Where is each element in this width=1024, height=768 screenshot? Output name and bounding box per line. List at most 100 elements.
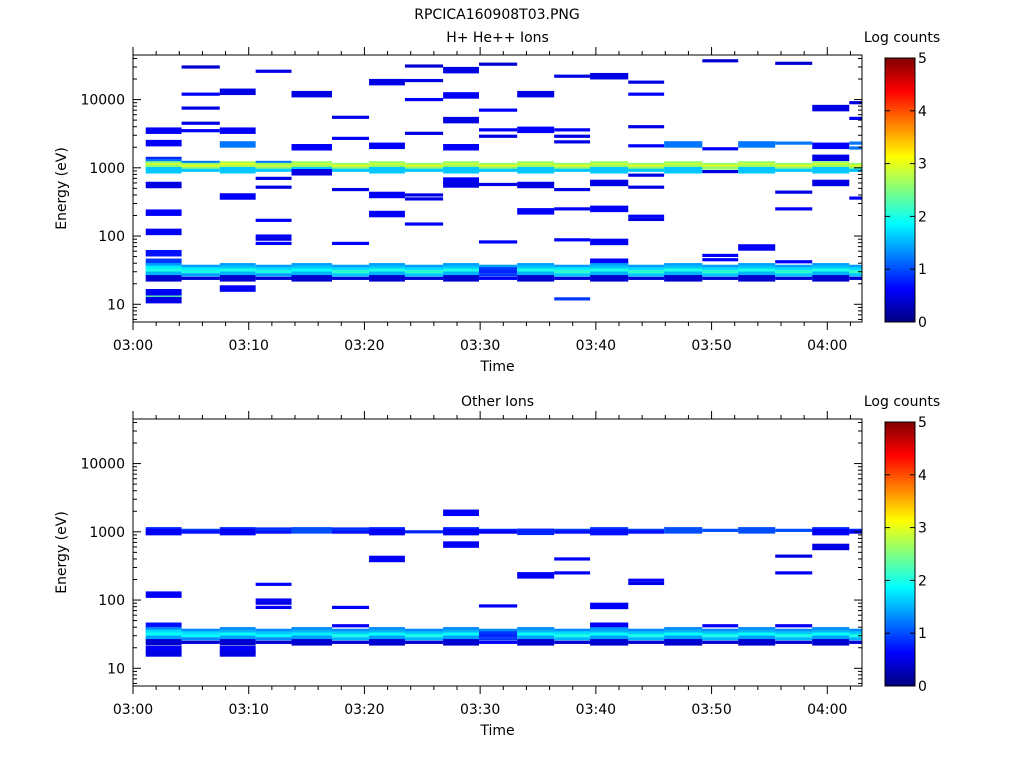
- spectrogram-cell: [369, 275, 405, 282]
- x-tick-label: 03:20: [344, 702, 384, 718]
- spectrogram-cell: [849, 637, 862, 641]
- plot-frame: [132, 54, 863, 323]
- spectrogram-cell: [255, 582, 292, 586]
- spectrogram-cell: [332, 276, 370, 280]
- spectrogram-cell: [443, 635, 479, 643]
- spectrogram-cell: [849, 162, 862, 167]
- spectrogram-cell: [443, 144, 479, 151]
- spectrogram-cell: [181, 92, 220, 96]
- spectrogram-cell: [628, 530, 665, 534]
- spectrogram-cell: [404, 631, 444, 635]
- spectrogram-cell: [590, 258, 629, 266]
- spectrogram-cell: [404, 97, 444, 102]
- spectrogram-cell: [590, 602, 629, 610]
- x-axis-label: Time: [479, 359, 514, 375]
- spectrogram-cell: [554, 530, 591, 534]
- spectrogram-cell: [628, 273, 665, 277]
- spectrogram-cell: [369, 78, 405, 86]
- spectrogram-cell: [255, 237, 292, 241]
- spectrogram-cell: [255, 166, 292, 170]
- spectrogram-cell: [628, 217, 665, 222]
- spectrogram-cell: [517, 639, 555, 646]
- spectrogram-cell: [478, 264, 518, 268]
- x-tick-label: 03:30: [460, 702, 500, 718]
- colorbar-tick-label: 2: [918, 573, 927, 589]
- spectrogram-cell: [332, 637, 370, 641]
- spectrogram-cell: [738, 167, 776, 174]
- spectrogram-cell: [145, 209, 182, 216]
- spectrogram-cell: [849, 141, 862, 145]
- spectrogram-cell: [443, 639, 479, 646]
- spectrogram-cell: [181, 528, 220, 532]
- spectrogram-cell: [849, 276, 862, 280]
- spectrogram-cell: [181, 631, 220, 635]
- colorbar-tick-label: 1: [918, 626, 927, 642]
- spectrogram-cell: [628, 528, 665, 532]
- colorbar-tick-label: 5: [918, 415, 927, 431]
- spectrogram-cell: [554, 634, 591, 638]
- panel-title: H+ He++ Ions: [446, 30, 549, 46]
- y-tick-label: 10: [107, 297, 125, 313]
- spectrogram-cell: [291, 90, 333, 98]
- spectrogram-cell: [219, 193, 256, 200]
- y-axis-label: Energy (eV): [54, 511, 70, 594]
- spectrogram-cell: [255, 176, 292, 180]
- colorbar-tick-label: 1: [918, 262, 927, 278]
- spectrogram-cell: [369, 142, 405, 150]
- spectrogram-cell: [702, 59, 739, 63]
- spectrogram-cell: [219, 650, 256, 657]
- spectrogram-cell: [219, 271, 256, 279]
- spectrogram-cell: [554, 264, 591, 268]
- spectrogram-cell: [812, 142, 850, 150]
- spectrogram-cell: [181, 162, 220, 167]
- spectrogram-cell: [145, 258, 182, 266]
- spectrogram-cell: [702, 169, 739, 174]
- spectrogram-cell: [255, 234, 292, 238]
- spectrogram-cell: [443, 528, 479, 536]
- spectrogram-cell: [628, 270, 665, 274]
- spectrogram-cell: [812, 275, 850, 282]
- spectrogram-cell: [443, 275, 479, 282]
- panel-title: Other Ions: [461, 394, 534, 410]
- spectrogram-cell: [478, 162, 518, 167]
- spectrogram-cell: [255, 160, 292, 165]
- spectrogram-cell: [404, 530, 444, 534]
- x-tick-label: 03:30: [460, 338, 500, 354]
- spectrogram-cell: [738, 244, 776, 251]
- spectrogram-cell: [849, 631, 862, 635]
- spectrogram-cell: [478, 273, 518, 277]
- spectrogram-cell: [332, 631, 370, 635]
- spectrogram-cell: [443, 167, 479, 174]
- spectrogram-cell: [181, 106, 220, 110]
- spectrogram-cell: [849, 264, 862, 268]
- spectrogram-cell: [590, 179, 629, 187]
- spectrogram-cell: [775, 190, 813, 194]
- spectrogram-cell: [849, 101, 862, 105]
- plot-frame: [132, 418, 863, 687]
- spectrogram-cell: [478, 134, 518, 138]
- colorbar-tick-label: 0: [918, 315, 927, 331]
- spectrogram-cell: [702, 640, 739, 644]
- spectrogram-cell: [702, 164, 739, 168]
- spectrogram-cell: [554, 168, 591, 172]
- spectrogram-cell: [332, 136, 370, 140]
- x-tick-label: 03:40: [576, 702, 616, 718]
- spectrogram-cell: [517, 126, 555, 134]
- colorbar: [884, 421, 916, 687]
- spectrogram-cell: [849, 146, 862, 150]
- spectrogram-cell: [812, 635, 850, 643]
- spectrogram-cell: [775, 207, 813, 211]
- x-tick-label: 03:10: [229, 702, 269, 718]
- colorbar-tick-label: 2: [918, 209, 927, 225]
- spectrogram-cell: [404, 193, 444, 197]
- spectrogram-cell: [369, 528, 405, 536]
- spectrogram-cell: [404, 267, 444, 271]
- spectrogram-cell: [219, 285, 256, 292]
- spectrogram-cell: [255, 598, 292, 602]
- spectrogram-cell: [291, 639, 333, 646]
- spectrogram-cell: [775, 528, 813, 532]
- spectrogram-cell: [775, 164, 813, 168]
- spectrogram-cell: [181, 273, 220, 277]
- colorbar-label: Log counts: [864, 394, 940, 410]
- spectrogram-cell: [628, 631, 665, 635]
